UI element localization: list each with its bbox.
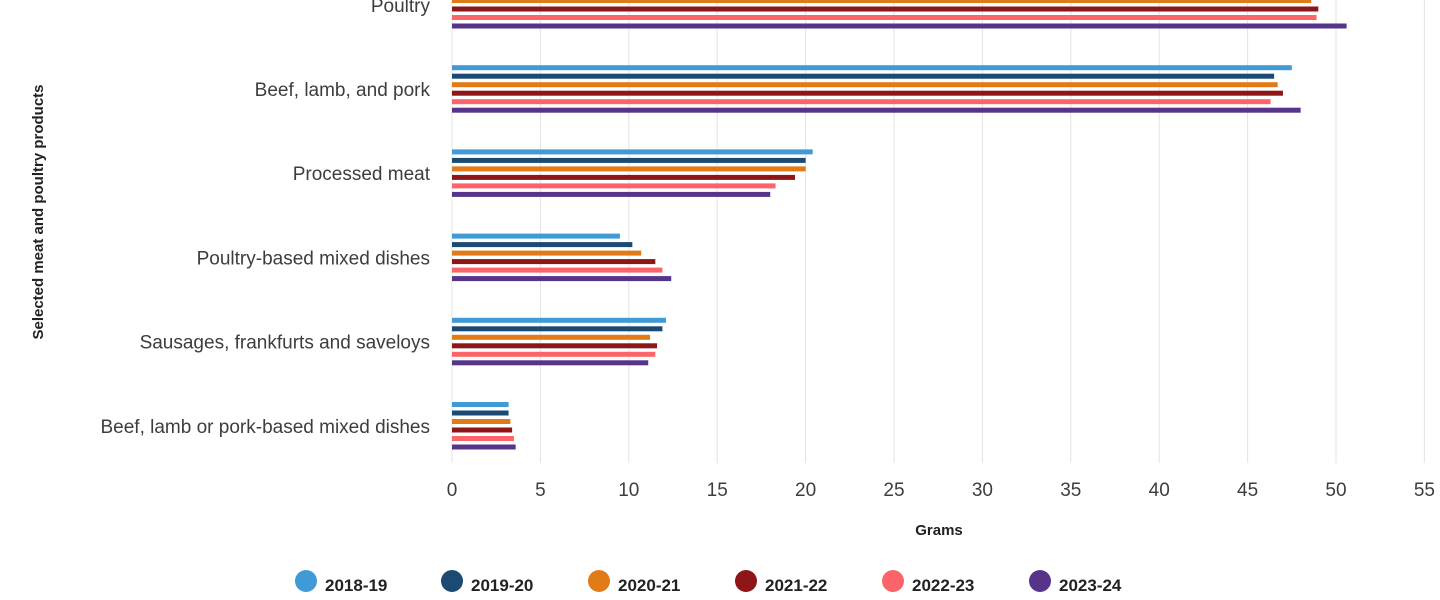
legend: 2018-19 2019-20 2020-21 2021-22 2022-23 2023-… bbox=[295, 570, 1122, 595]
bar-beef-lamb-and-pork-2022-23[interactable] bbox=[452, 99, 1271, 105]
bar-beef-lamb-or-pork-based-mixed-dishes-2020-21[interactable] bbox=[452, 419, 511, 424]
bars bbox=[452, 0, 1347, 450]
bar-beef-lamb-or-pork-based-mixed-dishes-2022-23[interactable] bbox=[452, 436, 514, 441]
bar-poultry-based-mixed-dishes-2020-21[interactable] bbox=[452, 250, 642, 256]
legend-label: 2023-24 bbox=[1059, 576, 1122, 595]
bar-sausages-frankfurts-and-saveloys-2021-22[interactable] bbox=[452, 343, 658, 349]
bar-beef-lamb-and-pork-2021-22[interactable] bbox=[452, 90, 1283, 96]
bar-beef-lamb-or-pork-based-mixed-dishes-2019-20[interactable] bbox=[452, 410, 509, 416]
x-tick-label: 50 bbox=[1325, 480, 1346, 501]
bar-processed-meat-2018-19[interactable] bbox=[452, 149, 813, 155]
bar-poultry-2020-21[interactable] bbox=[452, 0, 1312, 3]
bar-beef-lamb-and-pork-2018-19[interactable] bbox=[452, 65, 1292, 71]
category-label-poultry: Poultry bbox=[371, 0, 431, 17]
bar-poultry-based-mixed-dishes-2021-22[interactable] bbox=[452, 259, 656, 265]
x-tick-label: 0 bbox=[447, 480, 458, 501]
bar-sausages-frankfurts-and-saveloys-2018-19[interactable] bbox=[452, 317, 666, 323]
legend-item-2019-20[interactable]: 2019-20 bbox=[441, 570, 533, 595]
y-axis-title: Selected meat and poultry products bbox=[30, 84, 47, 339]
bar-sausages-frankfurts-and-saveloys-2022-23[interactable] bbox=[452, 351, 656, 357]
legend-swatch bbox=[295, 570, 317, 592]
legend-swatch bbox=[735, 570, 757, 592]
x-tick-labels: 0 5 10 15 20 25 30 35 40 45 50 55 bbox=[447, 480, 1435, 501]
x-tick-label: 45 bbox=[1237, 480, 1258, 501]
x-tick-label: 35 bbox=[1060, 480, 1081, 501]
legend-label: 2020-21 bbox=[618, 576, 680, 595]
legend-label: 2019-20 bbox=[471, 576, 533, 595]
bar-beef-lamb-and-pork-2023-24[interactable] bbox=[452, 107, 1301, 113]
legend-swatch bbox=[441, 570, 463, 592]
x-tick-label: 30 bbox=[972, 480, 993, 501]
bar-processed-meat-2022-23[interactable] bbox=[452, 183, 776, 189]
bar-beef-lamb-or-pork-based-mixed-dishes-2021-22[interactable] bbox=[452, 427, 513, 433]
legend-item-2020-21[interactable]: 2020-21 bbox=[588, 570, 680, 595]
bar-sausages-frankfurts-and-saveloys-2020-21[interactable] bbox=[452, 334, 651, 340]
category-label-beef-lamb-or-pork-based-mixed-dishes: Beef, lamb or pork-based mixed dishes bbox=[101, 417, 431, 438]
x-tick-label: 40 bbox=[1149, 480, 1170, 501]
legend-label: 2021-22 bbox=[765, 576, 827, 595]
legend-swatch bbox=[588, 570, 610, 592]
category-label-processed-meat: Processed meat bbox=[293, 164, 431, 185]
x-tick-label: 20 bbox=[795, 480, 816, 501]
legend-item-2018-19[interactable]: 2018-19 bbox=[295, 570, 387, 595]
legend-item-2023-24[interactable]: 2023-24 bbox=[1029, 570, 1122, 595]
bar-processed-meat-2019-20[interactable] bbox=[452, 157, 806, 163]
x-tick-label: 10 bbox=[618, 480, 639, 501]
x-tick-label: 15 bbox=[707, 480, 728, 501]
bar-processed-meat-2020-21[interactable] bbox=[452, 166, 806, 172]
bar-beef-lamb-or-pork-based-mixed-dishes-2023-24[interactable] bbox=[452, 444, 516, 450]
category-label-beef-lamb-and-pork: Beef, lamb, and pork bbox=[255, 80, 431, 101]
bar-processed-meat-2021-22[interactable] bbox=[452, 174, 795, 180]
x-tick-label: 5 bbox=[535, 480, 546, 501]
x-axis-title: Grams bbox=[915, 522, 963, 539]
legend-item-2022-23[interactable]: 2022-23 bbox=[882, 570, 974, 595]
x-tick-label: 55 bbox=[1414, 480, 1435, 501]
bar-poultry-based-mixed-dishes-2018-19[interactable] bbox=[452, 233, 620, 239]
x-tick-label: 25 bbox=[883, 480, 904, 501]
bar-poultry-2021-22[interactable] bbox=[452, 6, 1319, 12]
legend-label: 2022-23 bbox=[912, 576, 974, 595]
bar-processed-meat-2023-24[interactable] bbox=[452, 191, 771, 197]
bar-poultry-2022-23[interactable] bbox=[452, 15, 1317, 20]
bar-poultry-based-mixed-dishes-2022-23[interactable] bbox=[452, 267, 663, 273]
legend-swatch bbox=[882, 570, 904, 592]
bar-beef-lamb-and-pork-2019-20[interactable] bbox=[452, 73, 1275, 79]
bar-beef-lamb-or-pork-based-mixed-dishes-2018-19[interactable] bbox=[452, 402, 509, 407]
category-label-sausages-frankfurts-and-saveloys: Sausages, frankfurts and saveloys bbox=[140, 333, 430, 354]
category-label-poultry-based-mixed-dishes: Poultry-based mixed dishes bbox=[197, 248, 430, 269]
legend-label: 2018-19 bbox=[325, 576, 387, 595]
bar-beef-lamb-and-pork-2020-21[interactable] bbox=[452, 82, 1278, 88]
bar-poultry-based-mixed-dishes-2019-20[interactable] bbox=[452, 242, 633, 248]
bar-sausages-frankfurts-and-saveloys-2023-24[interactable] bbox=[452, 360, 649, 366]
bar-poultry-based-mixed-dishes-2023-24[interactable] bbox=[452, 276, 672, 282]
category-labels: Poultry Beef, lamb, and pork Processed mea… bbox=[101, 0, 431, 438]
bar-poultry-2023-24[interactable] bbox=[452, 23, 1347, 29]
legend-swatch bbox=[1029, 570, 1051, 592]
legend-item-2021-22[interactable]: 2021-22 bbox=[735, 570, 827, 595]
bar-sausages-frankfurts-and-saveloys-2019-20[interactable] bbox=[452, 326, 663, 332]
